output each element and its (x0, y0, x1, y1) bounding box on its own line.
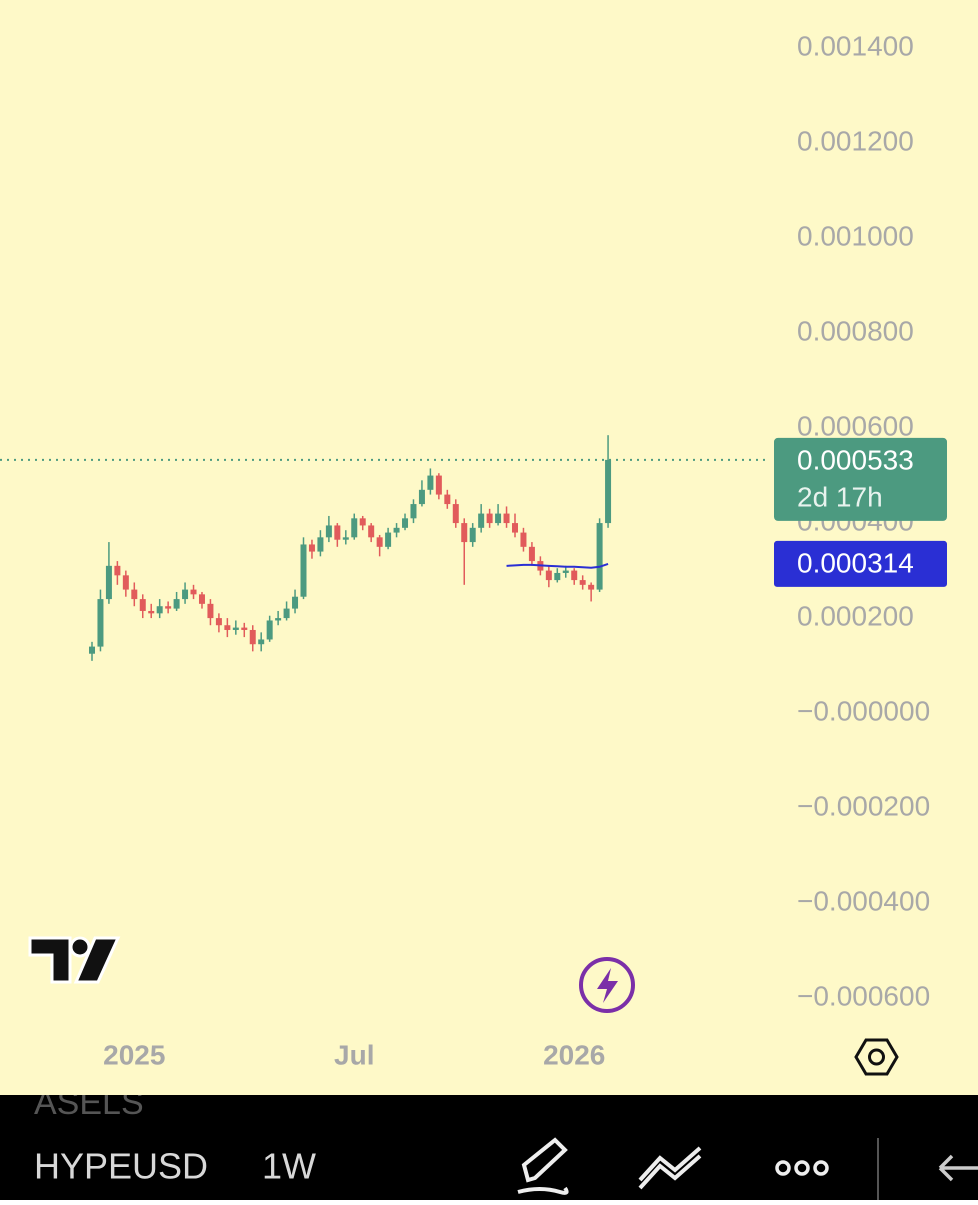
candle-body (308, 544, 315, 552)
candle-body (512, 523, 518, 533)
candle-body (605, 459, 612, 524)
candle-body (503, 513, 510, 524)
y-tick-label: −0.000600 (797, 981, 930, 1012)
candle-body (156, 606, 163, 614)
y-tick-label: 0.000200 (797, 600, 914, 631)
candle-body (198, 594, 205, 604)
toolbar: ASELS HYPEUSD 1W (0, 1084, 978, 1200)
indicator-button[interactable] (638, 1146, 702, 1190)
candle-body (266, 620, 273, 640)
candle-body (478, 513, 485, 528)
y-tick-label: 0.001400 (797, 30, 914, 61)
candle-body (224, 625, 231, 630)
symbol-clip: HYPEUSD (34, 1146, 208, 1187)
y-tick-label: 0.000800 (797, 315, 914, 346)
draw-button[interactable] (517, 1137, 569, 1195)
toolbar-background (0, 1095, 978, 1200)
candle-body (444, 494, 451, 505)
candle-body (545, 570, 552, 581)
candle-body (275, 618, 282, 621)
x-tick-label: Jul (334, 1039, 374, 1070)
candle-body (292, 596, 299, 609)
candle-body (562, 570, 569, 573)
lightning-button[interactable] (579, 957, 635, 1013)
candle-body (376, 537, 383, 547)
x-tick-label: 2025 (103, 1039, 165, 1070)
candle-body (571, 570, 578, 581)
candle-body (283, 608, 290, 619)
candle-body (495, 513, 502, 524)
candle-body (300, 544, 307, 597)
y-tick-label: 0.001000 (797, 220, 914, 251)
candle-body (317, 537, 324, 552)
candle-body (393, 527, 400, 533)
y-tick-label: −0.000200 (797, 791, 930, 822)
countdown-label: 2d 17h (797, 481, 883, 512)
candle-body (190, 589, 197, 595)
candle-body (122, 575, 129, 590)
last-price-label: 0.000533 (797, 444, 914, 475)
candle-body (334, 525, 341, 540)
ma-price-box (774, 540, 947, 587)
y-tick-label: −0.000000 (797, 696, 930, 727)
candle-body (215, 618, 222, 626)
candle-body (173, 599, 180, 609)
candle-body (105, 565, 112, 600)
candle-body (402, 518, 409, 528)
candle-body (469, 527, 476, 543)
candle-body (148, 610, 155, 614)
candle-body (410, 504, 417, 519)
x-tick-label: 2026 (543, 1039, 605, 1070)
candle-body (452, 504, 459, 524)
candle-body (232, 627, 239, 630)
moving-average (506, 562, 609, 569)
candle-body (325, 525, 332, 538)
candle-body (165, 606, 172, 609)
symbol-button[interactable]: HYPEUSD (34, 1146, 208, 1187)
candle-body (342, 537, 349, 540)
last-price-box (774, 437, 947, 521)
candle-body (139, 599, 146, 611)
candle-body (258, 639, 265, 645)
more-button[interactable] (775, 1160, 829, 1176)
candle-body (351, 518, 358, 538)
candle-body (241, 627, 248, 630)
candle-body (249, 629, 256, 645)
candle-body (461, 523, 468, 543)
candle-body (554, 572, 561, 581)
candle-body (418, 489, 425, 505)
tradingview-logo (28, 936, 121, 984)
candle-body (359, 518, 366, 526)
candle-body (435, 475, 442, 495)
candle-body (89, 646, 95, 654)
y-tick-label: 0.000600 (797, 410, 914, 441)
settings-button[interactable] (854, 1038, 899, 1076)
candle-body (131, 589, 138, 600)
candle-body (588, 584, 595, 590)
candle-body (486, 513, 493, 524)
interval-button[interactable]: 1W (262, 1146, 316, 1187)
candle-body (579, 580, 586, 585)
y-tick-label: −0.000400 (797, 886, 930, 917)
candle-body (596, 523, 603, 590)
candle-body (528, 546, 535, 562)
back-button[interactable] (938, 1154, 978, 1182)
candle-body (182, 589, 189, 600)
ma-price-label: 0.000314 (797, 547, 914, 578)
y-tick-label: 0.001200 (797, 125, 914, 156)
candle-body (520, 532, 527, 547)
candle-body (385, 532, 392, 547)
candle-body (207, 603, 214, 619)
candle-body (97, 599, 104, 647)
candle-body (114, 565, 121, 576)
candle-body (427, 475, 434, 490)
plot: 0.001400 0.001200 0.001000 0.000800 0.000600… (0, 30, 947, 1070)
candle-body (368, 525, 375, 538)
symbol-behind: ASELS (34, 1084, 144, 1122)
